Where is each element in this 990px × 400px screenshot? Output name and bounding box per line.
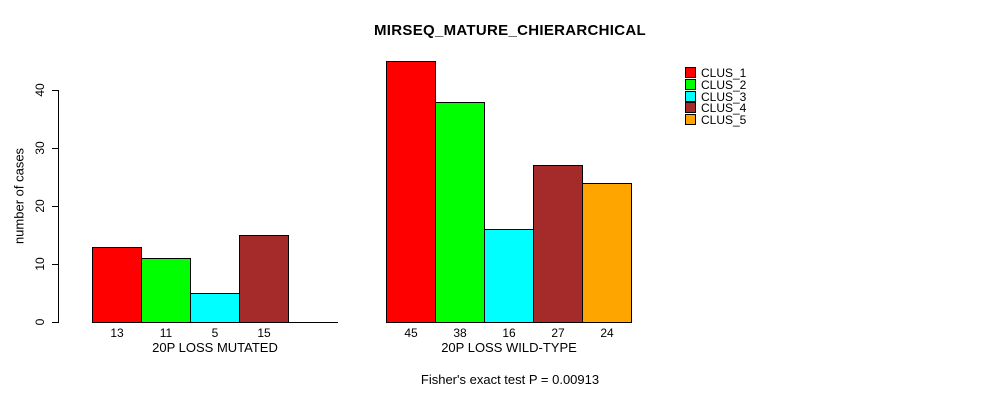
legend-label: CLUS_3 xyxy=(701,90,747,104)
bar-value-label: 5 xyxy=(211,326,219,340)
y-axis-tick xyxy=(52,322,58,323)
y-axis-tick-label: 20 xyxy=(33,199,47,213)
legend-label: CLUS_2 xyxy=(701,78,747,92)
bar-value-label: 38 xyxy=(453,326,467,340)
y-axis-tick-label: 40 xyxy=(33,83,47,97)
y-axis-tick xyxy=(52,90,58,91)
chart-title: MIRSEQ_MATURE_CHIERARCHICAL xyxy=(374,22,646,39)
bar-clus_1 xyxy=(92,247,142,323)
y-axis-tick-label: 0 xyxy=(33,318,47,326)
bar-clus_2 xyxy=(435,102,485,323)
bar-value-label: 27 xyxy=(551,326,565,340)
bar-value-label: 45 xyxy=(404,326,418,340)
bar-value-label: 13 xyxy=(110,326,124,340)
bar-clus_1 xyxy=(386,61,436,323)
legend-swatch-clus_1 xyxy=(685,67,696,78)
group-label: 20P LOSS WILD-TYPE xyxy=(441,340,577,355)
bar-value-label: 15 xyxy=(257,326,271,340)
bar-value-label: 24 xyxy=(600,326,614,340)
y-axis-tick-label: 10 xyxy=(33,257,47,271)
bar-value-label: 16 xyxy=(502,326,516,340)
bar-clus_4 xyxy=(533,165,583,323)
caption: Fisher's exact test P = 0.00913 xyxy=(420,372,600,387)
legend-swatch-clus_3 xyxy=(685,91,696,102)
legend-swatch-clus_4 xyxy=(685,102,696,113)
bar-clus_5 xyxy=(582,183,632,323)
bar-clus_2 xyxy=(141,258,191,323)
y-axis-tick xyxy=(52,206,58,207)
legend-swatch-clus_2 xyxy=(685,79,696,90)
legend-label: CLUS_4 xyxy=(701,101,747,115)
bar-clus_3 xyxy=(190,293,240,323)
legend-swatch-clus_5 xyxy=(685,114,696,125)
y-axis-tick xyxy=(52,148,58,149)
y-axis-label: number of cases xyxy=(11,147,27,245)
legend-label: CLUS_1 xyxy=(701,66,747,80)
y-axis-tick xyxy=(52,264,58,265)
y-axis-line xyxy=(58,90,59,323)
bar-value-label: 11 xyxy=(159,326,173,340)
bar-clus_3 xyxy=(484,229,534,323)
group-label: 20P LOSS MUTATED xyxy=(152,340,278,355)
legend-label: CLUS_5 xyxy=(701,113,747,127)
y-axis-tick-label: 30 xyxy=(33,141,47,155)
bar-clus_4 xyxy=(239,235,289,323)
